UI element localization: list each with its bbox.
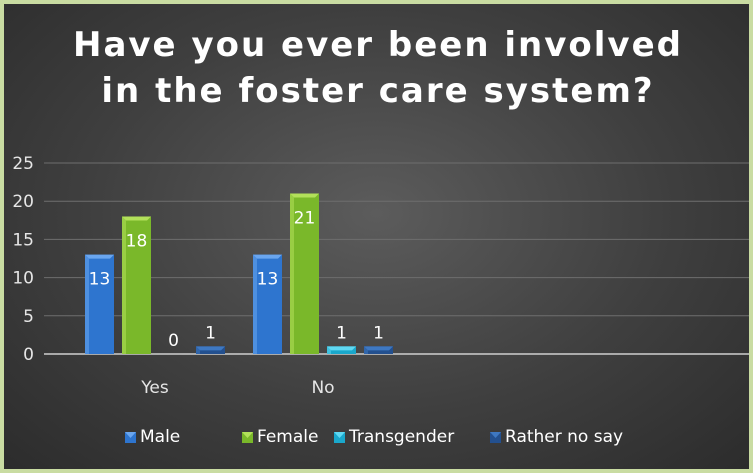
bars: 13 18 0 1 13 21 1 1 [85,193,393,354]
bar-side-bevel [327,346,331,354]
legend-swatch-bevel [242,432,253,438]
y-tick-label: 15 [12,230,34,250]
gridlines [44,162,749,355]
bar-yes-female: 18 [122,216,151,354]
data-label: 1 [205,323,216,343]
bar-top-bevel [327,346,356,351]
bar-no-male: 13 [253,254,282,354]
data-label: 1 [373,323,384,343]
bar-side-bevel [253,254,257,354]
legend-label: Rather no say [505,427,623,447]
chart-frame: Have you ever been involved in the foste… [4,4,749,469]
bar-side-bevel [290,193,294,354]
bar-top-bevel [196,346,225,351]
bar-no-transgender: 1 [327,323,356,354]
x-category-label: Yes [140,378,169,398]
y-axis: 0 5 10 15 20 25 [12,154,34,365]
legend-item-rather-no-say: Rather no say [490,427,623,447]
x-category-label: No [311,378,334,398]
bar-front [85,254,114,354]
legend-swatch-bevel [125,432,136,438]
bar-top-bevel [85,254,114,259]
bar-yes-rather-no-say: 1 [196,323,225,354]
y-tick-label: 10 [12,269,34,289]
y-tick-label: 0 [23,345,34,365]
legend-label: Transgender [348,427,454,447]
x-axis: Yes No [140,378,334,398]
bar-side-bevel [122,216,126,354]
bar-front [290,193,319,354]
bar-top-bevel [364,346,393,351]
bar-chart: Have you ever been involved in the foste… [12,25,749,447]
data-label: 0 [168,331,179,351]
bar-front [122,216,151,354]
bar-side-bevel [196,346,200,354]
bar-top-bevel [253,254,282,259]
bar-yes-male: 13 [85,254,114,354]
data-label: 18 [126,231,148,251]
legend-label: Female [257,427,318,447]
legend-label: Male [140,427,180,447]
bar-side-bevel [85,254,89,354]
legend-swatch-bevel [334,432,345,438]
y-tick-label: 25 [12,154,34,174]
data-label: 21 [294,209,316,229]
bar-no-rather-no-say: 1 [364,323,393,354]
data-label: 1 [336,323,347,343]
bar-top-bevel [290,193,319,198]
legend: Male Female Transgender Rather no say [125,427,623,447]
bar-top-bevel [122,216,151,221]
y-tick-label: 20 [12,192,34,212]
legend-swatch-bevel [490,432,501,438]
bar-side-bevel [364,346,368,354]
legend-item-male: Male [125,427,180,447]
chart-title-line-2: in the foster care system? [101,71,654,111]
bar-no-female: 21 [290,193,319,354]
legend-item-female: Female [242,427,318,447]
data-label: 13 [89,270,111,290]
legend-item-transgender: Transgender [334,427,454,447]
bar-front [253,254,282,354]
data-label: 13 [257,270,279,290]
chart-title-line-1: Have you ever been involved [73,25,683,65]
bar-yes-transgender: 0 [168,331,179,351]
y-tick-label: 5 [23,307,34,327]
